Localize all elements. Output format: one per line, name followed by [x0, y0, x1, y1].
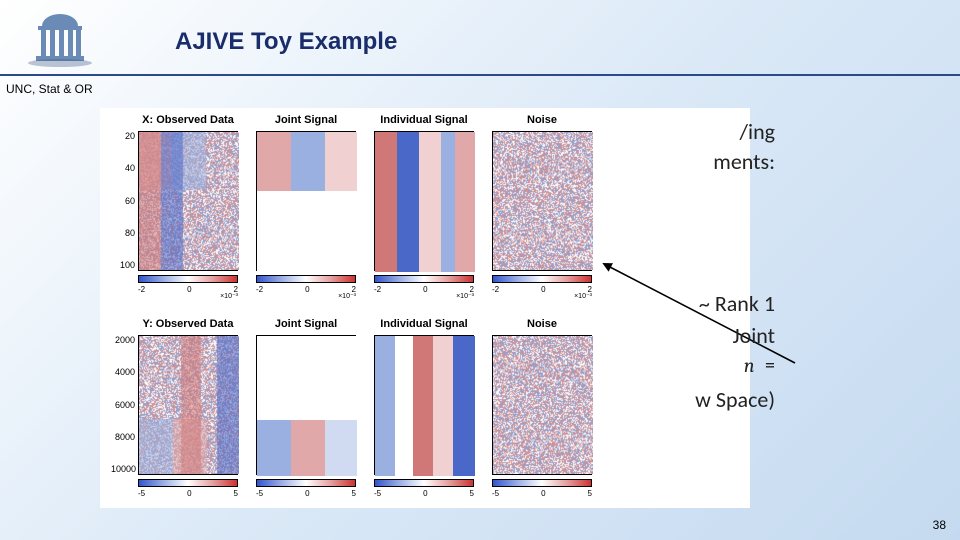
panel-row-x: X: Observed Data20406080100-202×10⁻³Join… — [138, 114, 750, 300]
unc-logo — [20, 12, 100, 67]
colorbar — [374, 275, 474, 283]
page-number: 38 — [933, 518, 946, 532]
panel-title: X: Observed Data — [142, 114, 234, 128]
colorbar — [138, 275, 238, 283]
colorbar — [492, 479, 592, 487]
side-text-math: n = — [744, 354, 775, 378]
panel-title: Noise — [527, 114, 557, 128]
panel-row-y: Y: Observed Data200040006000800010000-50… — [138, 318, 750, 498]
panel-row_x-joint: Joint Signal-202×10⁻³ — [256, 114, 356, 300]
colorbar — [492, 275, 592, 283]
panel-row_y-joint: Joint Signal-505 — [256, 318, 356, 498]
panel-row_y-noise: Noise-505 — [492, 318, 592, 498]
figure-area: X: Observed Data20406080100-202×10⁻³Join… — [100, 108, 750, 508]
side-text-line2: ments: — [713, 148, 775, 175]
side-text-line5: w Space) — [695, 386, 775, 413]
panel-row_x-individual: Individual Signal-202×10⁻³ — [374, 114, 474, 300]
colorbar — [374, 479, 474, 487]
panel-row_x-noise: Noise-202×10⁻³ — [492, 114, 592, 300]
slide-title: AJIVE Toy Example — [175, 28, 397, 56]
panel-title: Noise — [527, 318, 557, 332]
slide-subtitle: UNC, Stat & OR — [6, 82, 93, 96]
side-text-line1: /ing — [740, 118, 775, 145]
colorbar — [138, 479, 238, 487]
panel-row_y-individual: Individual Signal-505 — [374, 318, 474, 498]
title-divider — [0, 74, 960, 76]
side-text-line4: Joint — [733, 322, 775, 349]
side-text-line3: ~ Rank 1 — [699, 290, 775, 317]
panel-title: Individual Signal — [380, 114, 467, 128]
panel-title: Individual Signal — [380, 318, 467, 332]
panel-title: Joint Signal — [275, 114, 337, 128]
panel-row_y-observed: Y: Observed Data200040006000800010000-50… — [138, 318, 238, 498]
colorbar — [256, 275, 356, 283]
colorbar — [256, 479, 356, 487]
panel-title: Joint Signal — [275, 318, 337, 332]
panel-title: Y: Observed Data — [143, 318, 234, 332]
panel-row_x-observed: X: Observed Data20406080100-202×10⁻³ — [138, 114, 238, 300]
